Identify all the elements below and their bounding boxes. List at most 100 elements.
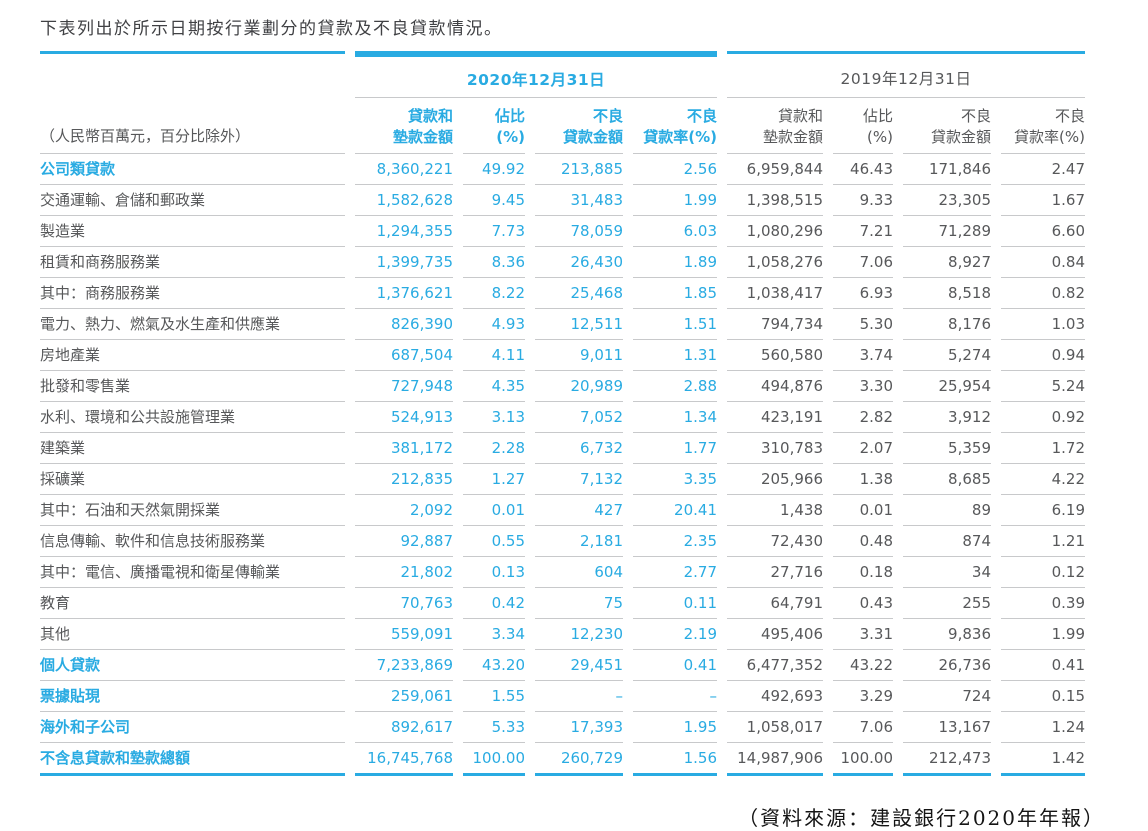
- page-title: 下表列出於所示日期按行業劃分的貸款及不良貸款情況。: [40, 19, 503, 39]
- col-header-line: 貸款率(%): [1014, 128, 1085, 146]
- cell-2019: 310,783: [727, 433, 823, 464]
- cell-2019: 64,791: [727, 588, 823, 619]
- cell-2020: –: [633, 681, 717, 712]
- col-header-line: 墊款金額: [392, 128, 453, 146]
- table-row: 個人貸款 7,233,869 43.20 29,451 0.41 6,477,352 43.…: [40, 650, 1085, 681]
- cell-2019: 212,473: [903, 743, 991, 776]
- cell-2020: 260,729: [535, 743, 623, 776]
- table-row: 信息傳輸、軟件和信息技術服務業 92,887 0.55 2,181 2.35 72,430…: [40, 526, 1085, 557]
- cell-2019: 171,846: [903, 154, 991, 185]
- cell-2019: 494,876: [727, 371, 823, 402]
- cell-2020: 1,582,628: [355, 185, 453, 216]
- col-header-line: 貸款率(%): [643, 128, 717, 146]
- cell-2019: 9.33: [833, 185, 893, 216]
- cell-2020: 3.34: [463, 619, 525, 650]
- cell-2019: 6,959,844: [727, 154, 823, 185]
- cell-2019: 26,736: [903, 650, 991, 681]
- cell-2019: 14,987,906: [727, 743, 823, 776]
- cell-2019: 2.47: [1001, 154, 1085, 185]
- col-header-line: (%): [496, 128, 525, 146]
- cell-2019: 3.74: [833, 340, 893, 371]
- cell-2019: 4.22: [1001, 464, 1085, 495]
- table-row: 教育 70,763 0.42 75 0.11 64,791 0.43 255 0.39: [40, 588, 1085, 619]
- col-header-line: 貸款和: [407, 107, 453, 125]
- table-row: 交通運輸、倉儲和郵政業 1,582,628 9.45 31,483 1.99 1,398,…: [40, 185, 1085, 216]
- cell-2019: 6.60: [1001, 216, 1085, 247]
- col-header-line: 不良: [686, 107, 717, 125]
- row-label: 製造業: [40, 216, 345, 247]
- cell-2020: 1.95: [633, 712, 717, 743]
- cell-2020: 3.35: [633, 464, 717, 495]
- cell-2019: 43.22: [833, 650, 893, 681]
- cell-2020: 427: [535, 495, 623, 526]
- year-header-2020: 2020年12月31日: [355, 51, 717, 98]
- cell-2019: 1.24: [1001, 712, 1085, 743]
- cell-2019: 100.00: [833, 743, 893, 776]
- cell-2019: 794,734: [727, 309, 823, 340]
- cell-2020: 100.00: [463, 743, 525, 776]
- cell-2020: 8.22: [463, 278, 525, 309]
- cell-2019: 1.67: [1001, 185, 1085, 216]
- cell-2020: 7,132: [535, 464, 623, 495]
- col-header-loans-2019: 貸款和 墊款金額: [727, 98, 823, 154]
- cell-2019: 9,836: [903, 619, 991, 650]
- cell-2019: 1,398,515: [727, 185, 823, 216]
- cell-2019: 205,966: [727, 464, 823, 495]
- col-header-npl-2020: 不良 貸款金額: [535, 98, 623, 154]
- cell-2019: 0.82: [1001, 278, 1085, 309]
- label-column-top-bar: [40, 51, 345, 98]
- cell-2020: 16,745,768: [355, 743, 453, 776]
- cell-2020: 3.13: [463, 402, 525, 433]
- cell-2020: 524,913: [355, 402, 453, 433]
- cell-2019: 1.03: [1001, 309, 1085, 340]
- cell-2020: 7,233,869: [355, 650, 453, 681]
- cell-2019: 1.38: [833, 464, 893, 495]
- cell-2020: 2.35: [633, 526, 717, 557]
- cell-2020: 25,468: [535, 278, 623, 309]
- col-header-npl-ratio-2019: 不良 貸款率(%): [1001, 98, 1085, 154]
- cell-2020: 9,011: [535, 340, 623, 371]
- cell-2020: 29,451: [535, 650, 623, 681]
- cell-2020: 75: [535, 588, 623, 619]
- col-header-line: 不良: [960, 107, 991, 125]
- cell-2020: 8,360,221: [355, 154, 453, 185]
- cell-2020: 1.34: [633, 402, 717, 433]
- row-label: 批發和零售業: [40, 371, 345, 402]
- cell-2019: 0.94: [1001, 340, 1085, 371]
- cell-2020: 0.01: [463, 495, 525, 526]
- cell-2019: 1,058,017: [727, 712, 823, 743]
- cell-2019: 6.19: [1001, 495, 1085, 526]
- row-label: 其中：商務服務業: [40, 278, 345, 309]
- cell-2019: 560,580: [727, 340, 823, 371]
- cell-2019: 2.82: [833, 402, 893, 433]
- cell-2020: 20,989: [535, 371, 623, 402]
- cell-2019: 6,477,352: [727, 650, 823, 681]
- cell-2019: 7.21: [833, 216, 893, 247]
- row-label: 交通運輸、倉儲和郵政業: [40, 185, 345, 216]
- cell-2019: 0.12: [1001, 557, 1085, 588]
- row-label: 水利、環境和公共設施管理業: [40, 402, 345, 433]
- cell-2020: 6.03: [633, 216, 717, 247]
- cell-2020: 21,802: [355, 557, 453, 588]
- cell-2019: 0.92: [1001, 402, 1085, 433]
- cell-2020: 78,059: [535, 216, 623, 247]
- cell-2020: 604: [535, 557, 623, 588]
- cell-2019: 27,716: [727, 557, 823, 588]
- cell-2020: 31,483: [535, 185, 623, 216]
- cell-2020: 2.56: [633, 154, 717, 185]
- cell-2020: 727,948: [355, 371, 453, 402]
- cell-2020: 4.35: [463, 371, 525, 402]
- cell-2019: 6.93: [833, 278, 893, 309]
- cell-2020: 1.31: [633, 340, 717, 371]
- cell-2019: 89: [903, 495, 991, 526]
- cell-2020: 1,294,355: [355, 216, 453, 247]
- col-header-line: (%): [867, 128, 893, 146]
- cell-2019: 5,359: [903, 433, 991, 464]
- cell-2020: 381,172: [355, 433, 453, 464]
- cell-2020: 0.13: [463, 557, 525, 588]
- col-header-line: 佔比: [494, 107, 525, 125]
- cell-2020: –: [535, 681, 623, 712]
- row-label: 房地產業: [40, 340, 345, 371]
- cell-2020: 26,430: [535, 247, 623, 278]
- cell-2019: 71,289: [903, 216, 991, 247]
